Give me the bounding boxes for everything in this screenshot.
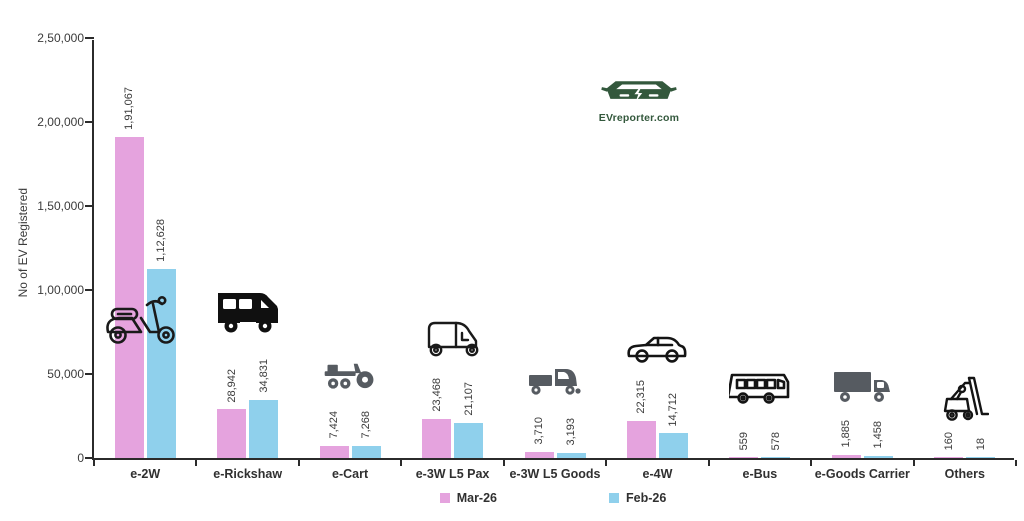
bar-value-label: 1,458	[872, 421, 885, 449]
category-label-e-4w: e-4W	[642, 467, 673, 481]
legend-item-feb-26: Feb-26	[609, 491, 666, 505]
bar-value-label: 14,712	[667, 392, 680, 427]
x-tick-mark	[400, 460, 403, 466]
bar-value-label: 1,885	[840, 420, 853, 448]
bar-value-label: 1,12,628	[155, 218, 168, 262]
legend-label: Feb-26	[626, 491, 667, 505]
legend-label: Mar-26	[456, 491, 497, 505]
bar-value-label: 28,942	[225, 368, 238, 403]
x-tick-mark	[605, 460, 608, 466]
truck-icon	[833, 368, 891, 404]
bar-feb-26-others	[966, 457, 996, 458]
bar-feb-26-e-goods-carrier	[863, 455, 893, 458]
bar-mar-26-e-3w-l5-goods	[524, 451, 554, 458]
bar-value-label: 3,193	[565, 418, 577, 446]
bar-value-label: 160	[942, 431, 955, 450]
bar-feb-26-e-3w-l5-pax	[454, 422, 484, 458]
bar-feb-26-e-3w-l5-goods	[556, 452, 586, 458]
bar-value-label: 559	[737, 431, 750, 450]
bar-mar-26-e-2w	[114, 137, 144, 458]
evreporter-logo: EVreporter.com	[596, 76, 682, 124]
bar-mar-26-e-bus	[729, 457, 759, 458]
scooter-icon	[103, 294, 187, 346]
category-label-e-2w: e-2W	[130, 467, 161, 481]
bar-mar-26-e-cart	[319, 445, 349, 458]
category-label-others: Others	[944, 467, 985, 481]
logo-text: EVreporter.com	[598, 112, 680, 124]
x-tick-mark	[502, 460, 505, 466]
bar-feb-26-e-rickshaw	[249, 399, 279, 458]
category-label-e-cart: e-Cart	[332, 467, 369, 481]
bar-mar-26-e-4w	[626, 420, 656, 458]
bar-mar-26-e-rickshaw	[217, 409, 247, 458]
x-tick-mark	[810, 460, 813, 466]
cart-icon	[323, 360, 377, 390]
forklift-icon	[941, 375, 989, 421]
bar-mar-26-e-3w-l5-pax	[422, 418, 452, 458]
ev-car-logo-icon	[601, 81, 677, 102]
bar-value-label: 34,831	[257, 358, 270, 393]
x-tick-mark	[707, 460, 710, 466]
legend-item-mar-26: Mar-26	[439, 491, 497, 505]
bar-value-label: 578	[769, 431, 782, 450]
y-tick-label: 1,50,000	[37, 199, 84, 213]
bar-mar-26-e-goods-carrier	[831, 454, 861, 458]
y-tick-mark	[85, 457, 94, 459]
x-tick-mark	[1015, 460, 1017, 466]
bar-value-label: 22,315	[635, 379, 648, 414]
category-label-e-rickshaw: e-Rickshaw	[213, 467, 283, 481]
bar-value-label: 7,268	[360, 411, 373, 439]
legend-swatch	[609, 493, 619, 503]
y-tick-label: 0	[77, 451, 84, 465]
bar-value-label: 21,107	[462, 381, 475, 416]
x-tick-mark	[195, 460, 198, 466]
bus-icon	[728, 371, 791, 405]
y-tick-label: 50,000	[47, 367, 84, 381]
plot-area: 1,91,067 1,12,628 e-2W 28,942 34,831 e-Ricksh…	[85, 37, 1017, 481]
auto-rickshaw-icon	[425, 316, 481, 358]
x-tick-mark	[912, 460, 915, 466]
y-tick-mark	[85, 37, 94, 39]
y-tick-label: 2,50,000	[37, 31, 84, 45]
y-tick-mark	[85, 121, 94, 123]
legend-swatch	[439, 493, 450, 503]
x-tick-mark	[297, 460, 300, 466]
category-label-e-goods-carrier: e-Goods Carrier	[814, 467, 910, 481]
bar-feb-26-e-2w	[146, 268, 176, 458]
category-label-e-3w-l5-pax: e-3W L5 Pax	[415, 467, 490, 481]
goods-3w-icon	[528, 362, 582, 396]
bar-mar-26-others	[934, 457, 964, 458]
x-tick-mark	[93, 460, 95, 466]
bar-value-label: 7,424	[328, 410, 341, 439]
y-tick-mark	[85, 373, 94, 375]
category-label-e-bus: e-Bus	[742, 467, 778, 481]
y-tick-label: 1,00,000	[37, 283, 84, 297]
bar-feb-26-e-bus	[761, 457, 791, 458]
rickshaw-icon	[216, 290, 280, 334]
bar-value-label: 1,91,067	[123, 87, 136, 130]
bar-feb-26-e-4w	[658, 433, 688, 458]
y-tick-mark	[85, 289, 94, 291]
category-label-e-3w-l5-goods: e-3W L5 Goods	[509, 467, 601, 481]
bar-value-label: 23,468	[430, 377, 443, 412]
y-tick-mark	[85, 205, 94, 207]
bar-value-label: 18	[974, 437, 987, 450]
bar-feb-26-e-cart	[351, 445, 381, 458]
car-icon	[626, 333, 688, 363]
chart-legend: Mar-26 Feb-26	[92, 491, 1014, 505]
bar-value-label: 3,710	[533, 417, 545, 445]
y-tick-label: 2,00,000	[37, 115, 84, 129]
